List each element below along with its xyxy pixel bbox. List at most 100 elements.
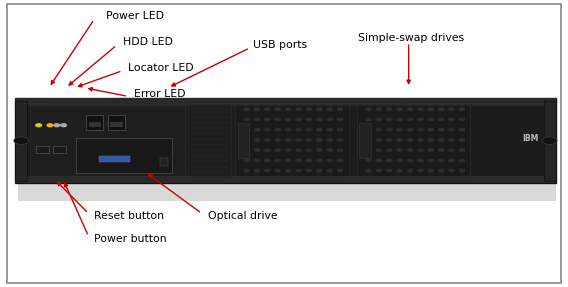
Circle shape	[306, 108, 311, 110]
Text: Error LED: Error LED	[134, 88, 185, 98]
Circle shape	[286, 128, 291, 131]
Circle shape	[460, 139, 465, 141]
Circle shape	[407, 169, 412, 172]
Circle shape	[366, 149, 371, 152]
Circle shape	[254, 159, 260, 162]
Text: Reset button: Reset button	[94, 211, 164, 221]
Bar	[99, 156, 130, 162]
Circle shape	[254, 169, 260, 172]
Circle shape	[275, 159, 281, 162]
Circle shape	[428, 169, 433, 172]
Circle shape	[317, 169, 322, 172]
Bar	[237, 123, 249, 158]
Circle shape	[387, 108, 392, 110]
Circle shape	[407, 118, 412, 121]
Bar	[86, 115, 103, 130]
Circle shape	[460, 118, 465, 121]
Circle shape	[418, 159, 423, 162]
Circle shape	[265, 108, 270, 110]
Circle shape	[47, 124, 53, 127]
Circle shape	[286, 149, 291, 152]
Bar	[108, 115, 125, 130]
Circle shape	[275, 108, 281, 110]
Circle shape	[449, 108, 454, 110]
Circle shape	[244, 159, 249, 162]
Text: Optical drive: Optical drive	[207, 211, 277, 221]
Circle shape	[275, 139, 281, 141]
Text: Power LED: Power LED	[106, 11, 164, 22]
Circle shape	[397, 139, 402, 141]
Bar	[360, 123, 371, 158]
Circle shape	[397, 108, 402, 110]
Circle shape	[460, 128, 465, 131]
Bar	[160, 158, 168, 166]
Bar	[30, 105, 185, 176]
Bar	[18, 182, 556, 201]
Circle shape	[306, 149, 311, 152]
Circle shape	[387, 118, 392, 121]
Bar	[357, 105, 470, 176]
Circle shape	[296, 108, 301, 110]
Circle shape	[317, 139, 322, 141]
Circle shape	[14, 137, 28, 144]
Circle shape	[366, 128, 371, 131]
Circle shape	[317, 108, 322, 110]
Circle shape	[317, 128, 322, 131]
Circle shape	[306, 139, 311, 141]
Circle shape	[244, 128, 249, 131]
Bar	[15, 176, 556, 183]
Circle shape	[265, 139, 270, 141]
Circle shape	[265, 169, 270, 172]
Circle shape	[327, 139, 332, 141]
Circle shape	[296, 149, 301, 152]
Circle shape	[460, 149, 465, 152]
Circle shape	[418, 139, 423, 141]
Circle shape	[438, 118, 444, 121]
Circle shape	[286, 118, 291, 121]
Circle shape	[327, 118, 332, 121]
Circle shape	[254, 149, 260, 152]
Circle shape	[296, 159, 301, 162]
Circle shape	[449, 139, 454, 141]
Circle shape	[61, 124, 66, 127]
Circle shape	[337, 139, 343, 141]
Circle shape	[387, 159, 392, 162]
Text: Locator LED: Locator LED	[128, 63, 194, 73]
Circle shape	[286, 108, 291, 110]
Circle shape	[376, 149, 381, 152]
Circle shape	[438, 149, 444, 152]
Bar	[235, 105, 349, 176]
Circle shape	[418, 128, 423, 131]
Circle shape	[438, 139, 444, 141]
Circle shape	[449, 159, 454, 162]
Circle shape	[306, 118, 311, 121]
Circle shape	[327, 128, 332, 131]
Circle shape	[460, 169, 465, 172]
Circle shape	[337, 159, 343, 162]
Circle shape	[254, 108, 260, 110]
Circle shape	[407, 139, 412, 141]
Circle shape	[428, 118, 433, 121]
Circle shape	[317, 118, 322, 121]
Circle shape	[407, 108, 412, 110]
Circle shape	[397, 149, 402, 152]
Circle shape	[366, 108, 371, 110]
Circle shape	[418, 169, 423, 172]
Circle shape	[275, 118, 281, 121]
Circle shape	[337, 149, 343, 152]
Circle shape	[407, 128, 412, 131]
Text: IBM: IBM	[523, 134, 539, 144]
Circle shape	[306, 159, 311, 162]
Circle shape	[244, 108, 249, 110]
Circle shape	[244, 169, 249, 172]
Circle shape	[286, 159, 291, 162]
Circle shape	[376, 118, 381, 121]
Bar	[15, 98, 556, 183]
Bar	[544, 101, 556, 181]
Circle shape	[397, 128, 402, 131]
Circle shape	[542, 137, 557, 144]
Circle shape	[438, 128, 444, 131]
Circle shape	[275, 149, 281, 152]
Circle shape	[286, 169, 291, 172]
Circle shape	[407, 149, 412, 152]
